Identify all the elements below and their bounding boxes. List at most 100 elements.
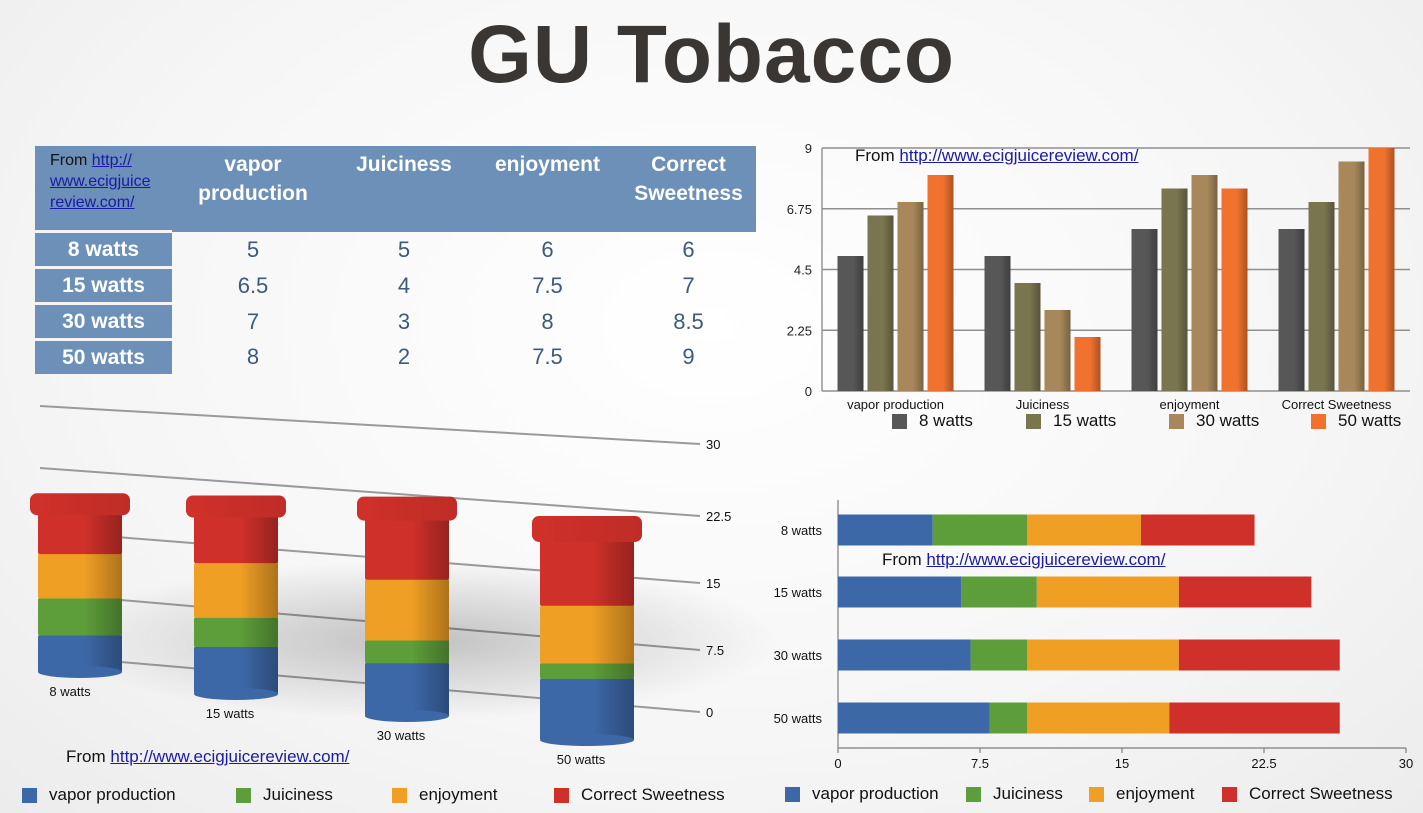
source-link[interactable]: http://www.ecigjuicereview.com/: [110, 747, 350, 766]
bar-shade: [883, 215, 894, 391]
legend-swatch: [392, 787, 407, 803]
row-label: 30 watts: [35, 302, 172, 340]
legend-swatch: [1222, 786, 1237, 802]
table-source-prefix: From: [50, 152, 92, 169]
bar-segment-shade: [411, 640, 449, 664]
grid-line: [39, 405, 701, 445]
legend-swatch: [554, 787, 569, 803]
bar-segment: [838, 576, 962, 608]
table-row: 50 watts 8 2 7.5 9: [35, 338, 756, 374]
table-cell: 7.5: [532, 272, 563, 298]
y-tick-label: 0: [706, 705, 713, 720]
bar-segment: [1178, 639, 1340, 671]
table-cell: 7.5: [532, 343, 563, 369]
bar-segment-shade: [591, 605, 634, 664]
source-link[interactable]: http://www.ecigjuicereview.com/: [926, 550, 1166, 569]
legend-swatch: [892, 413, 907, 429]
bar-segment: [838, 514, 933, 546]
legend-item-30-watts: 30 watts: [1169, 411, 1259, 431]
bar-shade: [1324, 202, 1335, 391]
table-row: 15 watts 6.5 4 7.5 7: [35, 266, 756, 304]
legend-item-vapor: vapor production: [22, 785, 176, 805]
bar-base: [540, 734, 634, 746]
bar-segment: [1140, 514, 1255, 546]
legend-item-sweetness: Correct Sweetness: [554, 785, 725, 805]
bar-base: [38, 666, 122, 678]
source-note-grouped: From http://www.ecigjuicereview.com/: [855, 146, 1139, 165]
bar-shade: [1000, 256, 1011, 391]
bar-cap-shade: [532, 515, 642, 542]
legend-swatch: [1169, 413, 1184, 429]
y-tick-label: 0: [805, 384, 812, 399]
bar-segment-shade: [240, 646, 278, 695]
y-tick-label: 6.75: [787, 202, 812, 217]
bar-shade: [1177, 188, 1188, 391]
x-tick-label: Juiciness: [1016, 397, 1070, 412]
bar-shade: [913, 202, 924, 391]
legend-item-enjoyment: enjoyment: [392, 785, 497, 805]
bar-segment: [1027, 514, 1141, 546]
bar-base: [194, 688, 278, 700]
table-source-cell: From http:// www.ecigjuice review.com/: [35, 146, 172, 232]
legend-item-sweetness: Correct Sweetness: [1222, 784, 1393, 804]
table-source-link-3[interactable]: review.com/: [50, 194, 135, 211]
x-tick-label: enjoyment: [1160, 397, 1220, 412]
table-source-link-1[interactable]: http://: [91, 152, 132, 169]
table-cell: 2: [397, 343, 411, 369]
table-source-link-2[interactable]: www.ecigjuice: [50, 173, 151, 190]
bar-segment-shade: [411, 514, 449, 580]
bar-segment: [1036, 576, 1179, 608]
bar-segment: [932, 514, 1028, 546]
x-tick-label: 15 watts: [206, 706, 255, 721]
x-tick-label: 0: [834, 756, 841, 771]
bar-segment-shade: [591, 663, 634, 679]
legend-item-vapor: vapor production: [785, 784, 939, 804]
y-tick-label: 15: [706, 576, 720, 591]
table-row: 30 watts 7 3 8 8.5: [35, 302, 756, 340]
bar-shade: [1294, 229, 1305, 391]
bar-segment-shade: [240, 617, 278, 648]
legend-swatch: [1089, 786, 1104, 802]
bar-segment: [1169, 702, 1340, 734]
source-link[interactable]: http://www.ecigjuicereview.com/: [899, 146, 1139, 165]
legend-item-50-watts: 50 watts: [1311, 411, 1401, 431]
bar-shade: [1384, 148, 1395, 391]
bar-cap-shade: [357, 496, 457, 521]
y-tick-label: 30: [706, 437, 720, 452]
bar-shade: [1207, 175, 1218, 391]
source-note-horizontal: From http://www.ecigjuicereview.com/: [882, 550, 1166, 569]
table-header-row: From http:// www.ecigjuice review.com/ v…: [35, 146, 756, 232]
bar-segment: [1178, 576, 1312, 608]
bar-segment: [838, 702, 990, 734]
source-note-3d: From http://www.ecigjuicereview.com/: [66, 747, 350, 766]
table-cell: 8.5: [673, 308, 704, 334]
data-table: From http:// www.ecigjuice review.com/ v…: [35, 146, 756, 374]
table-cell: 7: [246, 308, 260, 334]
y-tick-label: 9: [805, 141, 812, 156]
legend-swatch: [22, 787, 37, 803]
bar-shade: [943, 175, 954, 391]
bar-segment: [1027, 702, 1170, 734]
bar-segment-shade: [591, 535, 634, 606]
table-cell: 6.5: [237, 272, 269, 298]
y-tick-label: 22.5: [706, 509, 731, 524]
bar-segment-shade: [411, 579, 449, 641]
page-title: GU Tobacco: [468, 9, 955, 100]
y-tick-label: 50 watts: [774, 711, 823, 726]
bar-segment-shade: [84, 598, 122, 636]
y-tick-label: 8 watts: [781, 523, 823, 538]
legend-item-juiciness: Juiciness: [236, 785, 333, 805]
bar-shade: [853, 256, 864, 391]
bar-shade: [1090, 337, 1101, 391]
table-cell: 9: [682, 343, 695, 369]
bar-segment: [1027, 639, 1179, 671]
table-cell: 5: [246, 236, 260, 262]
x-tick-label: 30: [1399, 756, 1413, 771]
legend-swatch: [785, 786, 800, 802]
table-cell: 8: [541, 308, 554, 334]
x-tick-label: 50 watts: [557, 752, 606, 767]
bar-segment-shade: [84, 509, 122, 555]
bar-shade: [1060, 310, 1071, 391]
row-label: 50 watts: [35, 338, 172, 374]
